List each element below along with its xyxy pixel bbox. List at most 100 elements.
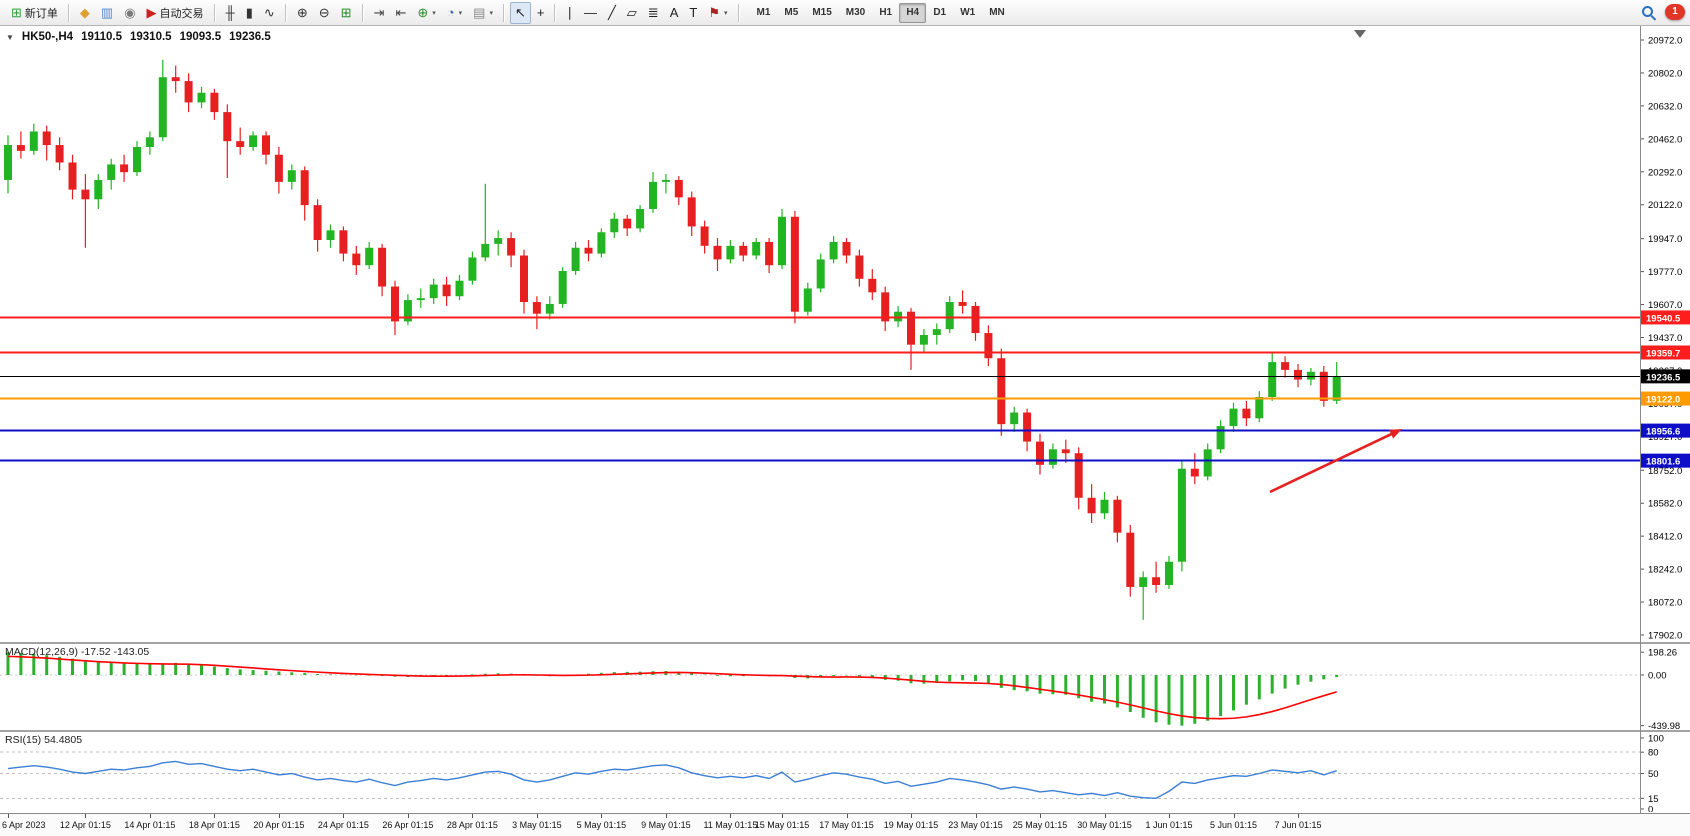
candle — [1010, 406, 1019, 432]
search-icon[interactable] — [1641, 5, 1656, 20]
chart-shift-button[interactable]: ⇤ — [390, 2, 411, 24]
candlestick-chart-button[interactable]: ▮ — [241, 2, 258, 24]
one-click-collapse-icon[interactable]: ▼ — [6, 32, 14, 42]
rsi-line — [7, 760, 1337, 800]
rsi-panel[interactable]: 100 80 50 15 0 RSI(15) 54.4805 — [0, 732, 1690, 812]
data-window-button[interactable]: ▥ — [96, 2, 118, 24]
time-tick — [846, 814, 848, 818]
price-axis-separator — [1640, 26, 1641, 813]
timeframe-m1-button[interactable]: M1 — [750, 3, 778, 23]
rsi-tick-label: 15 — [1648, 794, 1659, 805]
timeframe-w1-button[interactable]: W1 — [953, 3, 982, 23]
candle — [1165, 555, 1173, 589]
time-label: 30 May 01:15 — [1077, 820, 1132, 830]
candle — [726, 240, 735, 264]
candle — [184, 73, 193, 113]
toolbar-separator — [502, 3, 505, 22]
candle — [584, 240, 593, 262]
auto-scroll-button[interactable]: ⇥ — [369, 2, 390, 24]
trend-arrow-annotation[interactable] — [1269, 429, 1402, 494]
timeframe-h1-button[interactable]: H1 — [872, 3, 899, 23]
line-chart-button[interactable]: ∿ — [259, 2, 280, 24]
crosshair-button[interactable]: + — [532, 2, 550, 24]
timeframe-h4-button[interactable]: H4 — [899, 2, 927, 23]
channel-icon: ▱ — [626, 5, 637, 20]
candle — [1061, 439, 1070, 463]
rsi-title: RSI(15) — [5, 734, 42, 746]
svg-text:19236.5: 19236.5 — [1646, 372, 1681, 383]
tile-windows-button[interactable]: ⊞ — [336, 2, 357, 24]
auto-trading-button[interactable]: ▶ 自动交易 — [142, 2, 209, 24]
timeframe-m15-button[interactable]: M15 — [805, 3, 838, 23]
candlestick-chart[interactable]: 20972.0 20802.0 20632.0 20462.0 20292.0 20122… — [0, 26, 1690, 642]
timeframe-m5-button[interactable]: M5 — [777, 3, 805, 23]
periods-button[interactable]: ◔ ▾ — [442, 2, 467, 24]
chart-shift-marker[interactable] — [1354, 30, 1366, 38]
candle — [16, 131, 25, 159]
candlestick-chart-icon: ▮ — [245, 5, 253, 20]
ohlc-high: 19310.5 — [130, 31, 172, 43]
trendline-button[interactable]: ╱ — [603, 2, 621, 24]
panel-separator[interactable] — [0, 642, 1690, 644]
candle — [107, 158, 116, 190]
candle — [945, 296, 954, 334]
price-tick-label: 18752.0 — [1648, 466, 1682, 477]
zoom-in-button[interactable]: ⊕ — [292, 2, 313, 24]
time-label: 6 Apr 2023 — [2, 820, 46, 830]
svg-text:19359.7: 19359.7 — [1646, 348, 1680, 359]
candle — [881, 286, 890, 332]
panel-separator[interactable] — [0, 730, 1690, 732]
price-axis[interactable]: 20972.0 20802.0 20632.0 20462.0 20292.0 20122… — [1640, 36, 1682, 642]
toolbar-separator — [284, 3, 287, 22]
rsi-tick-label: 80 — [1648, 748, 1659, 759]
horizontal-line-button[interactable]: — — [579, 2, 602, 24]
templates-icon: ▤ — [473, 5, 486, 20]
new-order-icon: ⊞ — [11, 5, 22, 20]
navigator-button[interactable]: ◉ — [119, 2, 140, 24]
text-button[interactable]: A — [665, 2, 684, 24]
candle — [145, 131, 154, 155]
bar-chart-button[interactable]: ╫ — [221, 2, 240, 24]
time-label: 17 May 01:15 — [819, 820, 874, 830]
timeframe-d1-button[interactable]: D1 — [926, 3, 953, 23]
timeframe-m30-button[interactable]: M30 — [839, 3, 872, 23]
zoom-out-button[interactable]: ⊖ — [314, 2, 335, 24]
arrows-button[interactable]: ⚑ ▾ — [703, 2, 732, 24]
time-axis[interactable]: 6 Apr 2023 12 Apr 01:15 14 Apr 01:15 18 Apr… — [0, 813, 1690, 836]
label-button[interactable]: T — [684, 2, 702, 24]
timeframe-mn-button[interactable]: MN — [982, 3, 1012, 23]
macd-signal-line — [7, 655, 1337, 720]
navigator-icon: ◉ — [124, 5, 136, 20]
candle — [520, 249, 528, 314]
time-label: 7 Jun 01:15 — [1274, 820, 1322, 830]
price-tick-label: 18582.0 — [1648, 499, 1682, 510]
new-order-button[interactable]: ⊞ 新订单 — [6, 2, 63, 24]
fibonacci-button[interactable]: ≣ — [643, 2, 664, 24]
candle — [532, 296, 541, 330]
candle — [223, 104, 232, 178]
candle — [713, 238, 722, 272]
vertical-line-button[interactable]: ∣ — [561, 2, 578, 24]
candle — [29, 123, 38, 155]
candle — [1100, 491, 1109, 520]
templates-button[interactable]: ▤ ▾ — [468, 2, 498, 24]
macd-tick-label: 0.00 — [1648, 671, 1667, 682]
candle — [94, 174, 103, 210]
symbol-info: ▼ HK50-,H4 19110.5 19310.5 19093.5 19236… — [6, 31, 271, 43]
cursor-button[interactable]: ↖ — [509, 1, 531, 24]
candle — [1048, 443, 1057, 469]
time-label: 5 May 01:15 — [576, 820, 627, 830]
candle — [1177, 460, 1186, 572]
candle — [623, 214, 632, 237]
time-tick — [1040, 814, 1041, 818]
channel-button[interactable]: ▱ — [622, 2, 642, 24]
time-label: 3 May 01:15 — [512, 820, 562, 830]
macd-panel[interactable]: 198.26 0.00 -439.98 MACD(12,26,9) -17.52 -… — [0, 644, 1690, 730]
indicators-button[interactable]: ⊕ ▾ — [412, 2, 440, 24]
notification-badge[interactable]: 1 — [1665, 4, 1685, 20]
caret-down-icon: ▾ — [489, 9, 493, 17]
main-chart-panel[interactable]: 20972.0 20802.0 20632.0 20462.0 20292.0 20122… — [0, 26, 1690, 642]
market-watch-button[interactable]: ◆ — [75, 2, 95, 24]
time-label: 19 May 01:15 — [883, 820, 939, 830]
time-label: 20 Apr 01:15 — [253, 820, 305, 830]
